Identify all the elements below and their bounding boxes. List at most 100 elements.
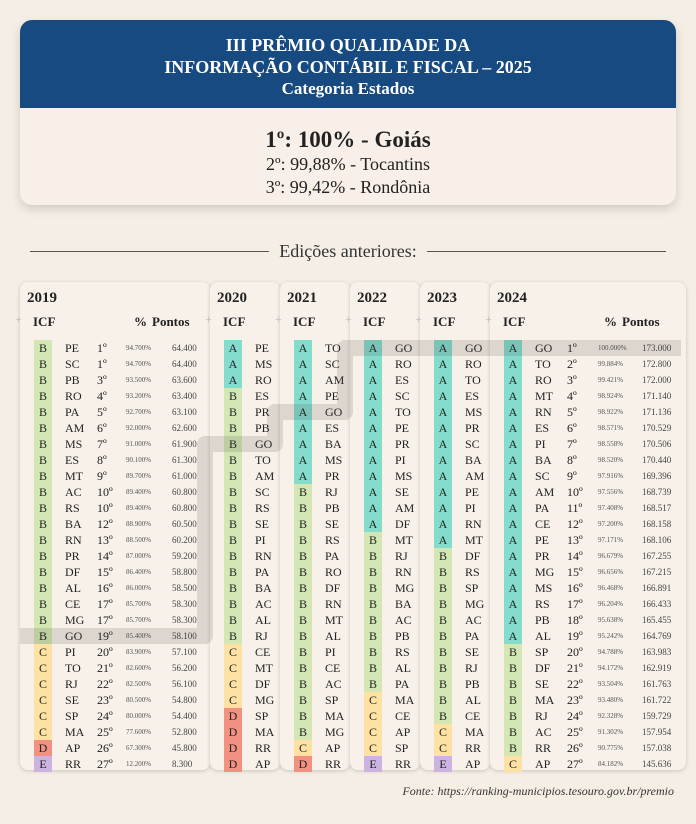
award-header-card: III PRÊMIO QUALIDADE DA INFORMAÇÃO CONTÁ…	[20, 20, 676, 205]
percentage: 86.000%	[126, 584, 152, 592]
grade-cell: A	[364, 388, 382, 404]
state-code: MS	[465, 405, 483, 419]
rank: 22º	[97, 677, 113, 691]
percentage: 82.500%	[126, 680, 152, 688]
ranking-row: PR	[350, 436, 420, 452]
grade-cell: C	[34, 708, 52, 724]
rank: 25º	[567, 725, 583, 739]
ranking-row: MG 15º 96.656% 167.215	[490, 564, 686, 580]
grade-cell: B	[34, 484, 52, 500]
state-code: PI	[255, 533, 266, 547]
grade-cell: A	[504, 404, 522, 420]
grade-cell: B	[434, 708, 452, 724]
state-code: MT	[255, 661, 273, 675]
ranking-row: RO	[280, 564, 350, 580]
state-code: AM	[255, 469, 275, 483]
state-code: BA	[395, 597, 412, 611]
rank: 19º	[97, 629, 113, 643]
ranking-row: PI 20º 83.900% 57.100	[20, 644, 210, 660]
ranking-row: BA	[350, 596, 420, 612]
rank: 26º	[97, 741, 113, 755]
state-code: CE	[395, 709, 411, 723]
points: 170.529	[642, 423, 672, 433]
percentage: 94.788%	[598, 648, 624, 656]
state-code: CE	[255, 645, 271, 659]
grade-cell: B	[224, 468, 242, 484]
percentage: 96.204%	[598, 600, 624, 608]
ranking-row: MA	[210, 724, 280, 740]
rank: 8º	[567, 453, 577, 467]
grade-cell: A	[224, 340, 242, 356]
grade-cell: B	[34, 388, 52, 404]
grade-cell: C	[364, 740, 382, 756]
grade-cell: C	[34, 660, 52, 676]
rank: 14º	[97, 549, 113, 563]
grade-cell: B	[504, 692, 522, 708]
ranking-row: RS	[420, 564, 490, 580]
state-code: RN	[465, 517, 482, 531]
percentage: 92.700%	[126, 408, 152, 416]
icf-header: ICF	[33, 314, 56, 329]
state-code: CE	[465, 709, 481, 723]
rank: 16º	[567, 581, 583, 595]
grade-cell: C	[504, 756, 522, 772]
grade-cell: B	[294, 564, 312, 580]
divider-line	[426, 250, 667, 252]
state-code: TO	[465, 373, 481, 387]
percentage: 95.638%	[598, 616, 624, 624]
edition-card-2020: 2020 + ICF A PE A MS A RO B ES B PR B PB B GO B	[205, 282, 280, 772]
ranking-row: AC 10º 89.400% 60.800	[20, 484, 210, 500]
percentage: 97.200%	[598, 520, 624, 528]
rank: 14º	[567, 549, 583, 563]
grade-cell: B	[294, 660, 312, 676]
ranking-row: AP 27º 84.182% 145.636	[490, 756, 686, 772]
state-code: AM	[325, 373, 345, 387]
plus-icon: +	[205, 312, 212, 326]
state-code: AM	[535, 485, 555, 499]
grade-cell: B	[294, 500, 312, 516]
state-code: PI	[65, 645, 76, 659]
percentage: 84.182%	[598, 760, 624, 768]
state-code: PE	[395, 421, 410, 435]
state-code: MG	[465, 597, 485, 611]
ranking-row: RO 4º 93.200% 63.400	[20, 388, 210, 404]
ranking-row: GO	[210, 436, 280, 452]
state-code: SE	[325, 517, 340, 531]
grade-cell: C	[224, 644, 242, 660]
points: 173.000	[642, 343, 672, 353]
grade-cell: A	[224, 356, 242, 372]
points: 8.300	[172, 759, 193, 769]
edition-card-2022: 2022 + ICF A GO A RO A ES A SC A TO A PE A PR A	[345, 282, 420, 772]
ranking-row: TO	[420, 372, 490, 388]
grade-cell: A	[504, 628, 522, 644]
percentage: 85.700%	[126, 600, 152, 608]
grade-cell: B	[224, 420, 242, 436]
state-code: RJ	[255, 629, 268, 643]
ranking-row: MS 16º 96.468% 166.891	[490, 580, 686, 596]
state-code: AM	[465, 469, 485, 483]
ranking-row: MA	[420, 724, 490, 740]
state-code: PI	[465, 501, 476, 515]
state-code: MA	[395, 693, 415, 707]
grade-cell: D	[34, 740, 52, 756]
ranking-row: SP	[350, 740, 420, 756]
state-code: AC	[325, 677, 342, 691]
grade-cell: A	[504, 372, 522, 388]
state-code: TO	[65, 661, 81, 675]
ranking-row: PR	[210, 404, 280, 420]
ranking-row: BA	[280, 436, 350, 452]
state-code: AP	[395, 725, 411, 739]
ranking-row: AC	[350, 612, 420, 628]
state-code: MS	[65, 437, 83, 451]
grade-cell: B	[34, 404, 52, 420]
grade-cell: C	[434, 724, 452, 740]
grade-cell: B	[224, 516, 242, 532]
ranking-row: GO	[350, 340, 420, 356]
ranking-row: RJ 22º 82.500% 56.100	[20, 676, 210, 692]
rank: 27º	[97, 757, 113, 771]
plus-icon: +	[415, 312, 422, 326]
ranking-row: AM	[210, 468, 280, 484]
ranking-row: MT	[420, 532, 490, 548]
grade-cell: B	[224, 548, 242, 564]
percentage: 67.300%	[126, 744, 152, 752]
